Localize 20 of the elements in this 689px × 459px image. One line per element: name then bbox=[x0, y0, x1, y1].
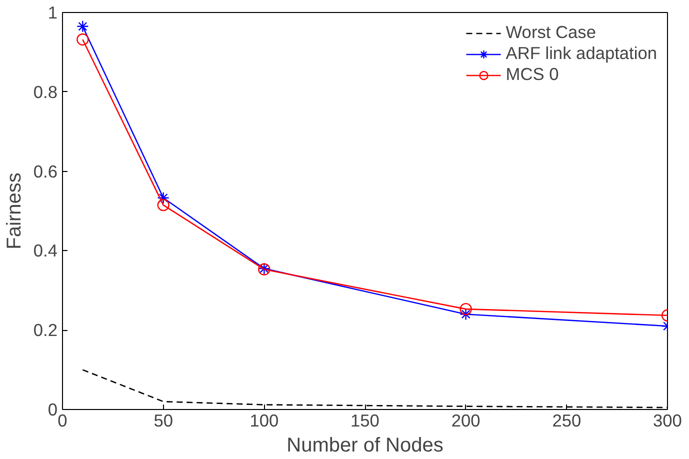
x-tick-label: 100 bbox=[250, 410, 279, 430]
point bbox=[76, 33, 89, 46]
legend-label: MCS 0 bbox=[506, 64, 559, 85]
y-axis-title: Fairness bbox=[3, 172, 26, 250]
x-axis-title: Number of Nodes bbox=[286, 434, 444, 456]
legend-label: ARF link adaptation bbox=[506, 43, 657, 64]
y-tick-label: 0.8 bbox=[33, 82, 58, 102]
legend-label: Worst Case bbox=[506, 22, 596, 43]
point bbox=[76, 20, 89, 32]
point bbox=[157, 198, 170, 212]
x-tick-label: 150 bbox=[350, 410, 380, 430]
x-tick-label: 50 bbox=[154, 410, 173, 430]
y-tick-label: 0.6 bbox=[33, 161, 58, 182]
x-tick-label: 300 bbox=[653, 410, 682, 430]
x-tick-label: 200 bbox=[451, 410, 480, 430]
x-tick-label: 250 bbox=[552, 410, 582, 430]
y-tick-label: 1 bbox=[48, 2, 58, 22]
point bbox=[157, 192, 170, 204]
y-tick-label: 0.4 bbox=[33, 240, 58, 261]
y-tick-label: 0.2 bbox=[33, 320, 58, 340]
